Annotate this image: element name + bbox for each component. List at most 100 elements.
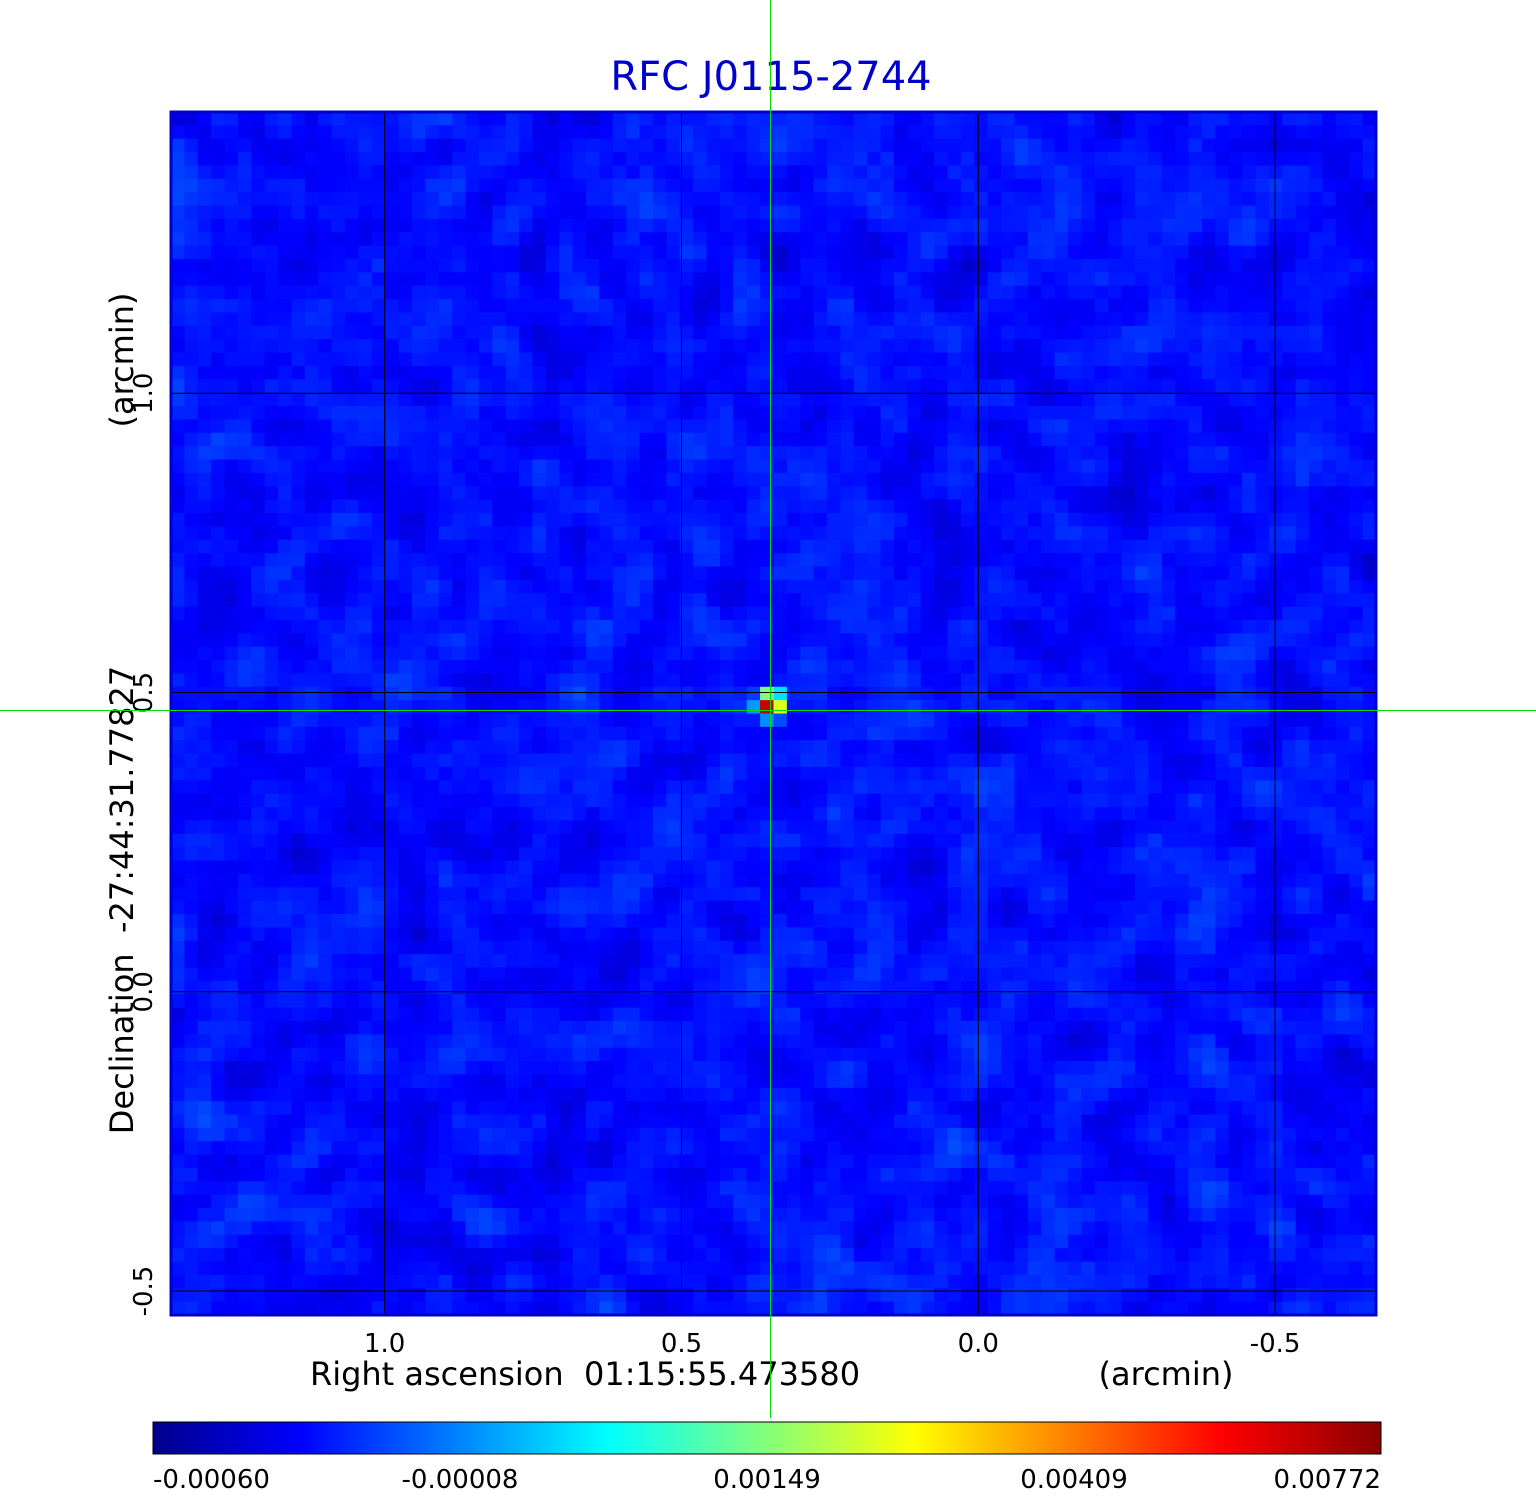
heatmap-pixel bbox=[438, 673, 453, 688]
heatmap-pixel bbox=[880, 660, 895, 674]
heatmap-pixel bbox=[586, 259, 601, 273]
heatmap-pixel bbox=[612, 312, 627, 327]
heatmap-pixel bbox=[1175, 606, 1190, 621]
heatmap-pixel bbox=[385, 152, 400, 167]
heatmap-pixel bbox=[786, 793, 801, 808]
heatmap-pixel bbox=[639, 192, 654, 207]
heatmap-pixel bbox=[358, 339, 373, 354]
heatmap-pixel bbox=[947, 392, 962, 407]
heatmap-pixel bbox=[251, 459, 266, 474]
heatmap-pixel bbox=[974, 499, 989, 514]
heatmap-pixel bbox=[1148, 820, 1163, 835]
heatmap-pixel bbox=[679, 499, 694, 514]
heatmap-pixel bbox=[398, 553, 413, 568]
heatmap-pixel bbox=[1215, 178, 1230, 193]
heatmap-pixel bbox=[840, 553, 855, 568]
heatmap-pixel bbox=[934, 125, 949, 140]
heatmap-pixel bbox=[237, 299, 252, 314]
heatmap-pixel bbox=[452, 446, 467, 461]
heatmap-pixel bbox=[1001, 112, 1016, 126]
heatmap-pixel bbox=[1054, 125, 1069, 140]
heatmap-pixel bbox=[224, 539, 239, 554]
heatmap-pixel bbox=[1068, 312, 1083, 327]
heatmap-pixel bbox=[545, 780, 560, 795]
heatmap-pixel bbox=[505, 553, 520, 568]
heatmap-pixel bbox=[1027, 700, 1042, 715]
heatmap-pixel bbox=[331, 232, 346, 247]
heatmap-pixel bbox=[813, 218, 828, 233]
heatmap-pixel bbox=[478, 593, 493, 608]
heatmap-pixel bbox=[251, 686, 266, 701]
heatmap-pixel bbox=[505, 499, 520, 514]
heatmap-pixel bbox=[1094, 539, 1109, 554]
heatmap-pixel bbox=[1215, 312, 1230, 327]
heatmap-pixel bbox=[1148, 365, 1163, 380]
heatmap-pixel bbox=[706, 285, 721, 300]
heatmap-pixel bbox=[197, 766, 212, 781]
heatmap-pixel bbox=[304, 619, 319, 634]
heatmap-pixel bbox=[653, 793, 667, 808]
heatmap-pixel bbox=[639, 339, 654, 354]
heatmap-pixel bbox=[813, 526, 828, 541]
heatmap-pixel bbox=[987, 312, 1002, 327]
heatmap-pixel bbox=[224, 566, 239, 581]
heatmap-pixel bbox=[746, 299, 761, 314]
heatmap-pixel bbox=[385, 660, 400, 674]
heatmap-pixel bbox=[1041, 646, 1056, 661]
heatmap-pixel bbox=[1335, 178, 1350, 193]
heatmap-pixel bbox=[1001, 526, 1016, 541]
heatmap-pixel bbox=[1201, 232, 1216, 247]
heatmap-pixel bbox=[412, 365, 426, 380]
heatmap-pixel bbox=[1027, 499, 1042, 514]
heatmap-pixel bbox=[1081, 726, 1096, 741]
heatmap-pixel bbox=[331, 486, 346, 501]
heatmap-pixel bbox=[612, 325, 627, 340]
heatmap-pixel bbox=[1215, 486, 1230, 501]
heatmap-pixel bbox=[559, 138, 574, 153]
heatmap-pixel bbox=[478, 178, 493, 193]
heatmap-pixel bbox=[679, 646, 694, 661]
heatmap-pixel bbox=[1322, 259, 1337, 273]
heatmap-pixel bbox=[559, 379, 574, 394]
heatmap-pixel bbox=[1309, 660, 1324, 674]
heatmap-pixel bbox=[1349, 459, 1364, 474]
heatmap-pixel bbox=[1201, 686, 1216, 701]
heatmap-pixel bbox=[412, 780, 426, 795]
heatmap-pixel bbox=[1068, 807, 1083, 822]
heatmap-pixel bbox=[920, 192, 935, 207]
heatmap-pixel bbox=[746, 406, 761, 421]
heatmap-pixel bbox=[452, 312, 467, 327]
heatmap-pixel bbox=[519, 700, 534, 715]
heatmap-pixel bbox=[398, 753, 413, 768]
heatmap-pixel bbox=[1282, 138, 1297, 153]
heatmap-pixel bbox=[746, 165, 761, 180]
heatmap-pixel bbox=[1014, 766, 1029, 781]
heatmap-pixel bbox=[1094, 633, 1109, 648]
heatmap-pixel bbox=[599, 700, 614, 715]
heatmap-pixel bbox=[1094, 700, 1109, 715]
heatmap-pixel bbox=[1309, 472, 1324, 487]
heatmap-pixel bbox=[532, 325, 547, 340]
heatmap-pixel bbox=[171, 753, 185, 768]
heatmap-pixel bbox=[304, 125, 319, 140]
heatmap-pixel bbox=[786, 379, 801, 394]
heatmap-pixel bbox=[840, 325, 855, 340]
heatmap-pixel bbox=[278, 566, 293, 581]
heatmap-pixel bbox=[880, 619, 895, 634]
heatmap-pixel bbox=[358, 446, 373, 461]
heatmap-pixel bbox=[1335, 499, 1350, 514]
heatmap-pixel bbox=[559, 539, 574, 554]
heatmap-pixel bbox=[385, 205, 400, 220]
heatmap-pixel bbox=[1362, 205, 1377, 220]
heatmap-pixel bbox=[653, 780, 667, 795]
heatmap-pixel bbox=[237, 339, 252, 354]
heatmap-pixel bbox=[880, 138, 895, 153]
heatmap-pixel bbox=[224, 406, 239, 421]
heatmap-pixel bbox=[1135, 673, 1149, 688]
heatmap-pixel bbox=[278, 820, 293, 835]
heatmap-pixel bbox=[1001, 753, 1016, 768]
heatmap-pixel bbox=[626, 232, 641, 247]
heatmap-pixel bbox=[813, 392, 828, 407]
heatmap-pixel bbox=[251, 579, 266, 594]
heatmap-pixel bbox=[719, 833, 734, 848]
